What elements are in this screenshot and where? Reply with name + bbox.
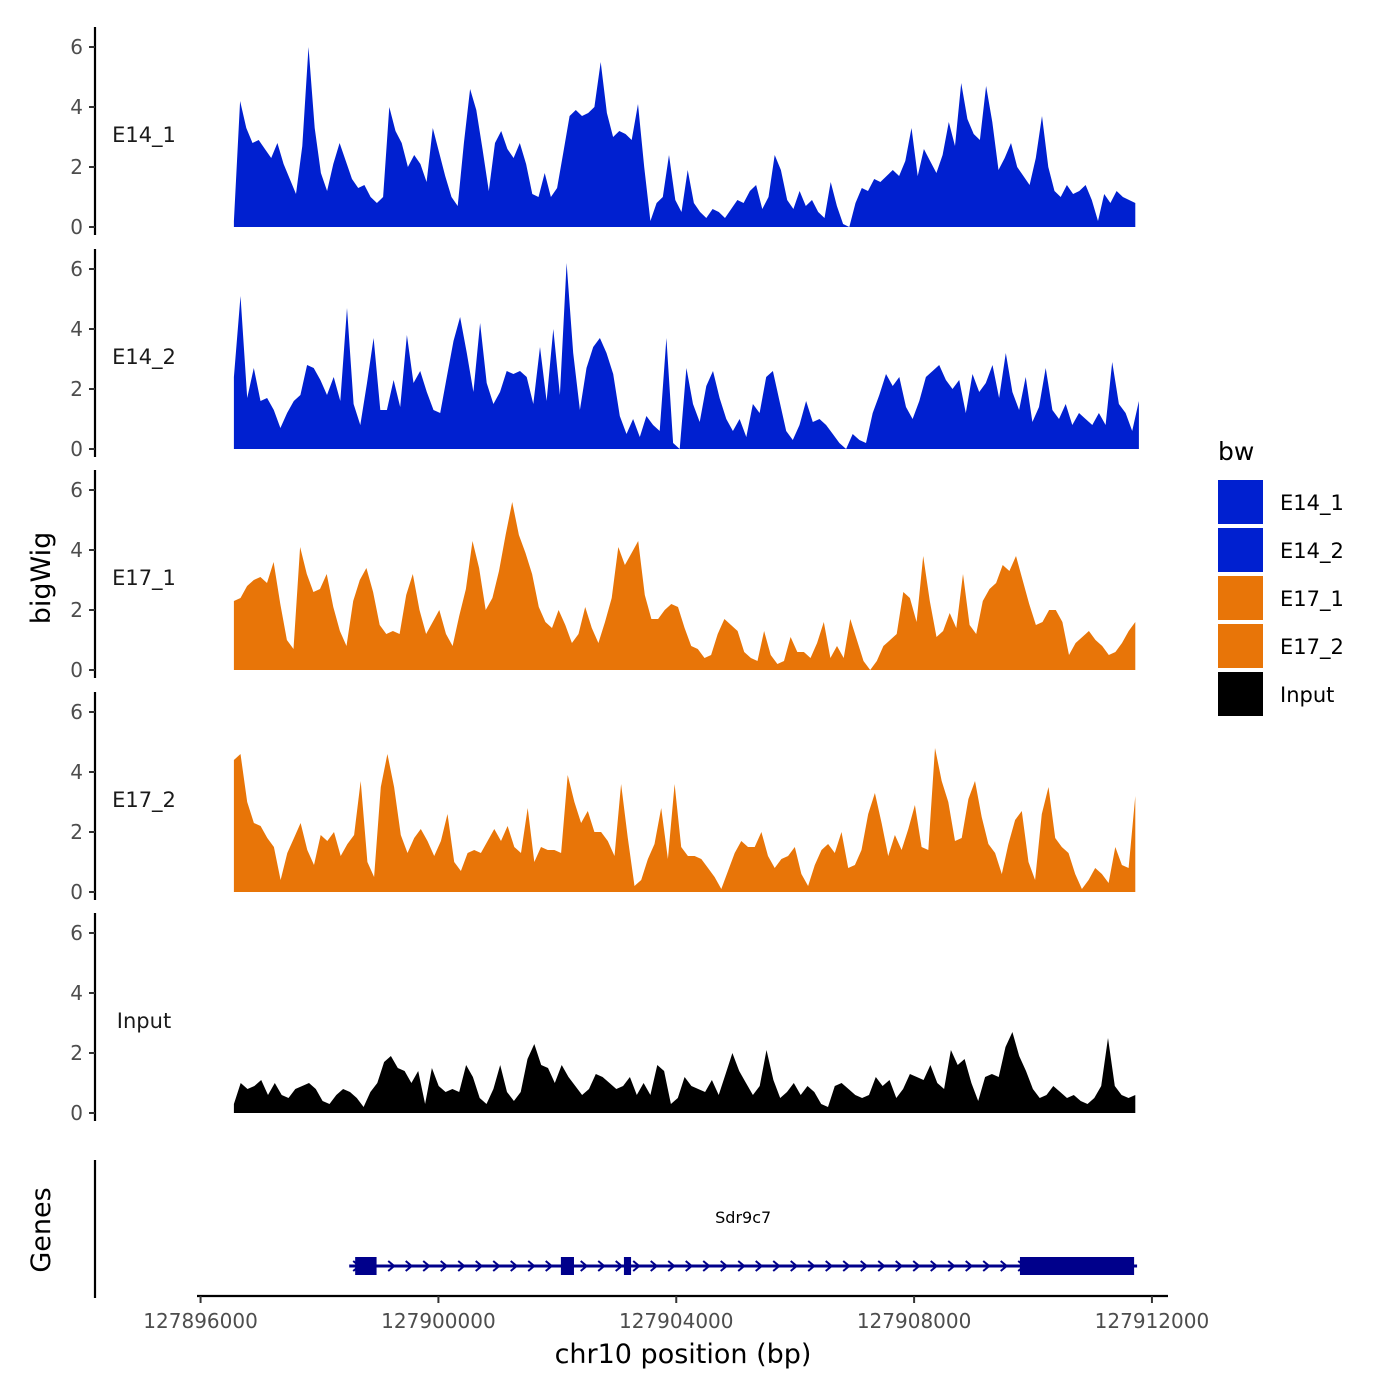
y-tick-label: 0	[70, 215, 83, 239]
strand-arrow	[597, 1260, 606, 1272]
y-tick-label: 4	[70, 538, 83, 562]
gene-name-label: Sdr9c7	[715, 1208, 771, 1227]
strand-arrow	[650, 1260, 659, 1272]
track-e14-1: 0 2 4 6 E14_1	[70, 27, 1136, 239]
strand-arrow	[965, 1260, 974, 1272]
legend-swatch-input	[1218, 672, 1263, 716]
track-e14-2: 0 2 4 6 E14_2	[70, 249, 1139, 461]
y-tick-label: 2	[70, 155, 83, 179]
gene-track: Sdr9c7	[93, 1160, 1138, 1298]
strand-arrow	[790, 1260, 799, 1272]
strand-arrow	[860, 1260, 869, 1272]
y-tick-label: 4	[70, 981, 83, 1005]
strand-arrow	[667, 1260, 676, 1272]
legend-label: E17_2	[1280, 635, 1344, 660]
track-label: E17_1	[112, 566, 176, 591]
strand-arrow	[720, 1260, 729, 1272]
strand-arrow	[842, 1260, 851, 1272]
strand-arrow	[930, 1260, 939, 1272]
area-E17_2	[233, 748, 1136, 892]
legend-label: E14_2	[1280, 539, 1344, 564]
y-tick-label: 6	[70, 921, 83, 945]
strand-arrow	[877, 1260, 886, 1272]
strand-arrow	[895, 1260, 904, 1272]
y-tick-label: 6	[70, 35, 83, 59]
track-label: E14_1	[112, 123, 176, 148]
legend-swatch-e17-2	[1218, 624, 1263, 668]
area-E14_1	[233, 47, 1136, 227]
track-label: Input	[117, 1009, 171, 1033]
genes-axis-title: Genes	[26, 1187, 57, 1272]
strand-arrow	[475, 1260, 484, 1272]
area-Input	[233, 1032, 1136, 1113]
strand-arrow	[685, 1260, 694, 1272]
legend-title: bw	[1218, 437, 1254, 466]
strand-arrow	[755, 1260, 764, 1272]
y-tick-label: 4	[70, 760, 83, 784]
legend-label: E14_1	[1280, 491, 1344, 516]
y-tick-label: 6	[70, 700, 83, 724]
area-E17_1	[233, 502, 1136, 670]
gene-exon	[623, 1257, 632, 1275]
legend-label: E17_1	[1280, 587, 1344, 612]
strand-arrow	[510, 1260, 519, 1272]
strand-arrow	[825, 1260, 834, 1272]
strand-arrow	[615, 1260, 624, 1272]
strand-arrow	[457, 1260, 466, 1272]
y-tick-label: 2	[70, 820, 83, 844]
strand-arrow	[405, 1260, 414, 1272]
legend-label: Input	[1280, 683, 1334, 707]
strand-arrow	[1000, 1260, 1009, 1272]
strand-arrow	[387, 1260, 396, 1272]
gene-exon	[355, 1257, 377, 1275]
y-tick-label: 4	[70, 317, 83, 341]
x-axis: 127896000 127900000 127904000 127908000 1279…	[143, 1294, 1210, 1333]
x-tick-label: 127900000	[381, 1309, 496, 1333]
x-tick-label: 127904000	[619, 1309, 734, 1333]
strand-arrow	[947, 1260, 956, 1272]
strand-arrow	[632, 1260, 641, 1272]
area-E14_2	[233, 263, 1139, 449]
y-tick-label: 6	[70, 257, 83, 281]
legend-swatch-e17-1	[1218, 576, 1263, 620]
bigwig-tracks: 0 2 4 6 E14_1 0 2 4 6 E14_2 0 2 4 6 E17_1 0 2 4 6 E17_2 0 2 4 6…	[70, 27, 1139, 1125]
gene-exon	[560, 1257, 574, 1275]
y-tick-label: 2	[70, 377, 83, 401]
x-tick-label: 127896000	[143, 1309, 258, 1333]
track-input: 0 2 4 6 Input	[70, 913, 1136, 1125]
x-tick-label: 127908000	[857, 1309, 972, 1333]
legend-swatch-e14-2	[1218, 528, 1263, 572]
strand-arrow	[702, 1260, 711, 1272]
y-tick-label: 0	[70, 437, 83, 461]
x-axis-title: chr10 position (bp)	[555, 1339, 812, 1370]
track-label: E17_2	[112, 788, 176, 813]
strand-arrow	[527, 1260, 536, 1272]
strand-arrow	[580, 1260, 589, 1272]
strand-arrow	[912, 1260, 921, 1272]
track-label: E14_2	[112, 345, 176, 370]
y-tick-label: 4	[70, 95, 83, 119]
track-e17-2: 0 2 4 6 E17_2	[70, 692, 1136, 904]
y-tick-label: 2	[70, 598, 83, 622]
y-tick-label: 0	[70, 658, 83, 682]
strand-arrow	[807, 1260, 816, 1272]
gene-exon	[1019, 1257, 1135, 1275]
legend-swatch-e14-1	[1218, 480, 1263, 524]
y-tick-label: 2	[70, 1041, 83, 1065]
y-tick-label: 0	[70, 880, 83, 904]
y-axis-title: bigWig	[26, 532, 57, 625]
track-e17-1: 0 2 4 6 E17_1	[70, 470, 1136, 682]
strand-arrow	[772, 1260, 781, 1272]
strand-arrow	[492, 1260, 501, 1272]
y-tick-label: 0	[70, 1101, 83, 1125]
strand-arrow	[422, 1260, 431, 1272]
strand-arrow	[982, 1260, 991, 1272]
strand-arrow	[737, 1260, 746, 1272]
x-tick-label: 127912000	[1095, 1309, 1210, 1333]
strand-arrow	[440, 1260, 449, 1272]
legend: bw E14_1 E14_2 E17_1 E17_2 Input	[1218, 437, 1344, 716]
strand-arrow	[545, 1260, 554, 1272]
y-tick-label: 6	[70, 478, 83, 502]
